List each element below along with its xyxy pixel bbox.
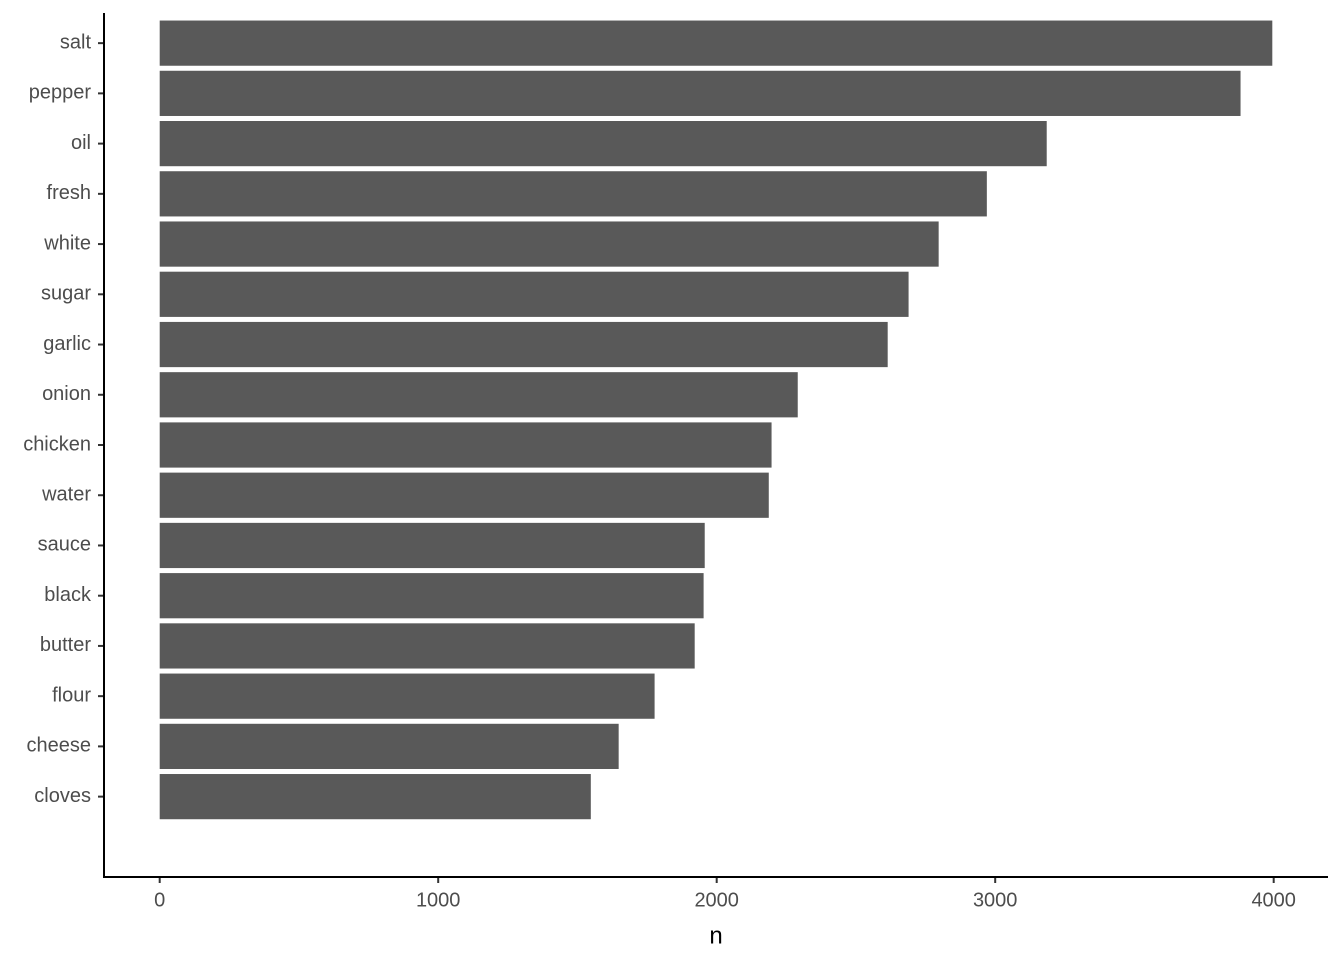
bar [159, 673, 655, 719]
bar [159, 20, 1273, 66]
bar [159, 221, 939, 267]
y-tick-label: oil [71, 132, 91, 154]
bar [159, 422, 772, 468]
y-tick-label: black [44, 584, 92, 606]
bar [159, 372, 798, 418]
y-tick-label: water [41, 484, 91, 506]
bar [159, 774, 591, 820]
bar [159, 121, 1047, 167]
y-tick-label: cloves [34, 785, 91, 807]
y-tick-label: flour [52, 684, 91, 706]
bar [159, 472, 769, 518]
y-tick-label: chicken [23, 433, 91, 455]
y-tick-label: onion [42, 383, 91, 405]
bar [159, 171, 987, 217]
bar [159, 522, 705, 569]
x-tick-label: 4000 [1251, 889, 1296, 911]
x-tick-label: 2000 [694, 889, 739, 911]
y-tick-label: butter [40, 634, 91, 656]
y-tick-label: white [43, 232, 91, 254]
y-tick-label: sauce [38, 534, 91, 556]
bar [159, 321, 888, 368]
y-tick-label: fresh [47, 182, 91, 204]
y-tick-label: sugar [41, 283, 91, 305]
y-tick-label: pepper [29, 82, 92, 104]
x-tick-label: 1000 [416, 889, 461, 911]
y-tick-label: cheese [27, 735, 92, 757]
bar [159, 573, 704, 619]
bar [159, 271, 909, 317]
bar [159, 723, 619, 769]
x-tick-label: 0 [154, 889, 165, 911]
x-axis-title: n [709, 922, 722, 949]
bar [159, 70, 1241, 116]
x-tick-label: 3000 [973, 889, 1018, 911]
bar [159, 623, 695, 669]
y-tick-label: salt [60, 31, 92, 53]
y-tick-label: garlic [43, 333, 91, 355]
